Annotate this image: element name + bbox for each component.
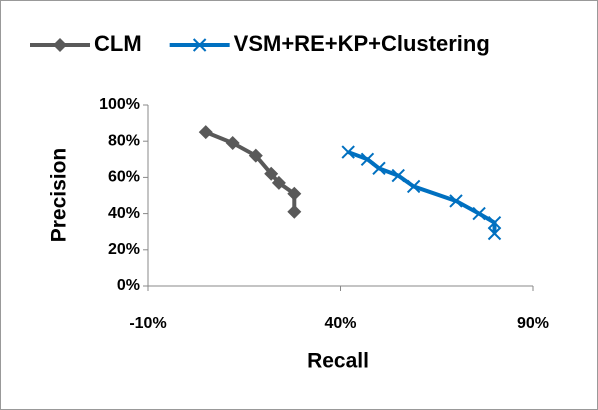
- y-tick-label: 80%: [108, 132, 140, 149]
- data-point: [487, 215, 502, 230]
- data-point: [271, 175, 286, 190]
- data-point: [248, 148, 263, 163]
- data-point: [225, 136, 240, 151]
- data-point: [341, 145, 355, 159]
- legend-marker: [192, 38, 207, 52]
- legend-label: CLM: [94, 31, 142, 56]
- data-point: [287, 204, 302, 219]
- x-tick-label: 40%: [324, 315, 356, 332]
- y-tick-label: 20%: [108, 241, 140, 258]
- y-tick-label: 40%: [108, 205, 140, 222]
- data-point: [449, 194, 463, 208]
- data-point: [287, 186, 302, 201]
- y-tick-label: 0%: [117, 277, 140, 294]
- y-tick-label: 100%: [99, 96, 140, 113]
- data-point: [391, 168, 405, 183]
- legend-marker: [53, 38, 67, 52]
- x-axis-title: Recall: [307, 350, 369, 373]
- legend-label: VSM+RE+KP+Clustering: [234, 31, 490, 56]
- data-point: [472, 206, 486, 221]
- data-point: [487, 226, 502, 241]
- x-tick-label: 90%: [517, 315, 549, 332]
- y-tick-label: 60%: [108, 169, 140, 186]
- data-point: [264, 166, 279, 181]
- data-point: [406, 179, 421, 194]
- data-point: [360, 152, 375, 167]
- data-point: [198, 125, 213, 140]
- data-point: [372, 161, 386, 176]
- y-axis-title: Precision: [48, 148, 71, 243]
- x-tick-label: -10%: [129, 315, 166, 332]
